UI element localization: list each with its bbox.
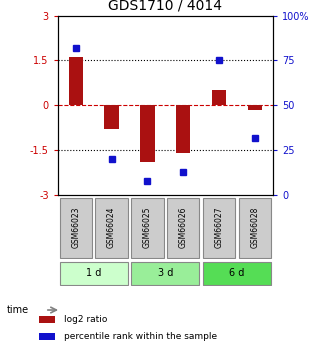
Text: log2 ratio: log2 ratio: [64, 315, 108, 324]
Bar: [39, 316, 55, 323]
Text: 6 d: 6 d: [229, 268, 245, 278]
Text: GSM66028: GSM66028: [250, 207, 259, 248]
FancyBboxPatch shape: [203, 262, 271, 285]
Bar: [104, 105, 119, 129]
FancyBboxPatch shape: [95, 198, 128, 257]
FancyBboxPatch shape: [167, 198, 199, 257]
Bar: [176, 105, 190, 153]
Text: 3 d: 3 d: [158, 268, 173, 278]
Bar: [248, 105, 262, 110]
Text: GSM66027: GSM66027: [214, 207, 224, 248]
Text: GSM66026: GSM66026: [179, 207, 188, 248]
FancyBboxPatch shape: [60, 198, 92, 257]
Text: GSM66023: GSM66023: [71, 207, 80, 248]
FancyBboxPatch shape: [131, 198, 163, 257]
Bar: [212, 90, 226, 105]
Bar: [39, 333, 55, 340]
Text: time: time: [6, 305, 29, 315]
Text: GSM66025: GSM66025: [143, 207, 152, 248]
FancyBboxPatch shape: [131, 262, 199, 285]
FancyBboxPatch shape: [203, 198, 235, 257]
Bar: [69, 57, 83, 105]
Text: 1 d: 1 d: [86, 268, 101, 278]
Text: percentile rank within the sample: percentile rank within the sample: [64, 332, 217, 341]
FancyBboxPatch shape: [60, 262, 128, 285]
Title: GDS1710 / 4014: GDS1710 / 4014: [108, 0, 222, 13]
Text: GSM66024: GSM66024: [107, 207, 116, 248]
Bar: [140, 105, 155, 162]
FancyBboxPatch shape: [239, 198, 271, 257]
